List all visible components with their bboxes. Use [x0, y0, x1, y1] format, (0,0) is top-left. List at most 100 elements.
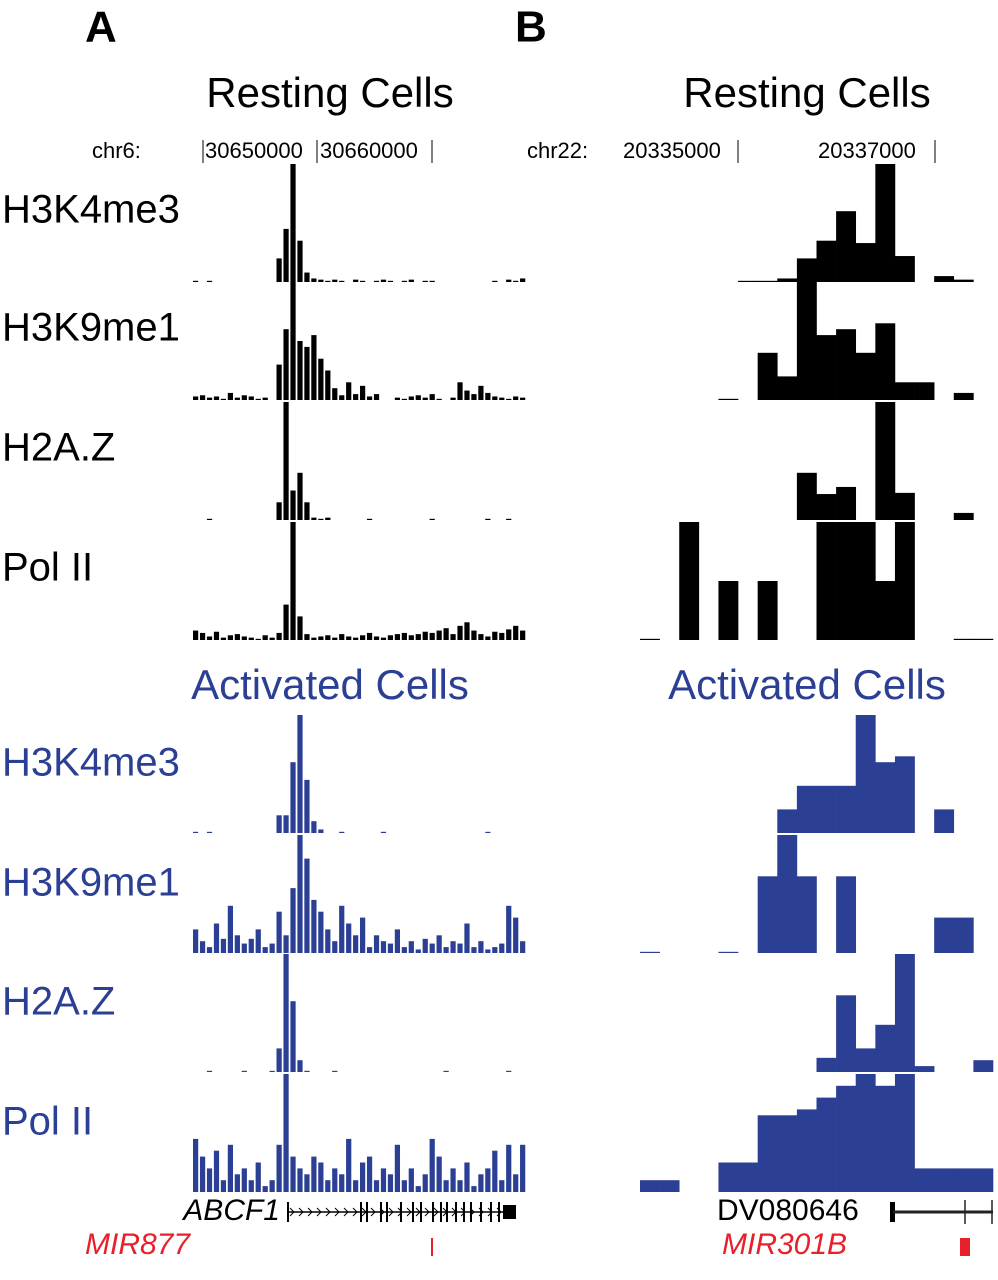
signal-bar	[415, 949, 421, 953]
signal-bar	[227, 1144, 234, 1192]
signal-bar	[471, 394, 477, 400]
signal-bar	[855, 1048, 876, 1072]
gene-arrow	[307, 1207, 313, 1217]
signal-bar	[757, 1115, 778, 1192]
signal-bar	[234, 634, 240, 640]
signal-bar	[836, 522, 857, 640]
panel-letter: A	[85, 3, 117, 52]
signal-bar	[339, 1174, 345, 1192]
signal-bar	[499, 1180, 505, 1192]
signal-bar	[953, 1168, 974, 1192]
signal-bar	[304, 346, 310, 400]
section-title: Resting Cells	[206, 69, 453, 116]
signal-bar	[373, 935, 380, 953]
signal-bar	[640, 951, 660, 953]
signal-bar	[255, 929, 261, 953]
signal-bar	[499, 943, 505, 953]
signal-bar	[777, 278, 798, 282]
signal-bar	[332, 941, 338, 953]
signal-bar	[436, 935, 442, 953]
gene-arrow	[325, 1207, 331, 1217]
signal-bar	[816, 1097, 837, 1192]
signal-bar	[366, 632, 373, 640]
signal-bar	[855, 522, 876, 640]
signal-bar	[387, 280, 394, 282]
signal-bar	[478, 1174, 484, 1192]
signal-bar	[450, 941, 456, 953]
signal-bar	[353, 935, 359, 953]
gene-arrow	[334, 1207, 340, 1217]
signal-bar	[415, 634, 421, 640]
signal-bar	[373, 280, 380, 282]
signal-bar	[199, 395, 206, 400]
signal-bar	[304, 634, 310, 640]
signal-bar	[953, 279, 974, 282]
exon	[360, 1202, 362, 1222]
signal-bar	[193, 929, 199, 953]
signal-bar	[796, 876, 817, 953]
signal-bar	[311, 335, 317, 400]
signal-bar	[213, 631, 220, 640]
signal-bar	[777, 835, 798, 953]
signal-bar	[659, 1180, 680, 1192]
signal-bar	[757, 352, 778, 400]
exon	[490, 1202, 492, 1222]
signal-bar	[283, 228, 289, 282]
signal-bar	[206, 947, 213, 953]
signal-bar	[429, 280, 435, 282]
signal-bar	[373, 394, 380, 400]
signal-bar	[718, 398, 739, 400]
signal-bar	[276, 502, 282, 520]
gene-arrow	[343, 1207, 349, 1217]
signal-bar	[311, 821, 317, 833]
exon	[890, 1202, 895, 1222]
signal-bar	[380, 279, 387, 282]
signal-bar	[241, 636, 247, 640]
signal-bar	[213, 923, 220, 953]
signal-bar	[914, 1066, 935, 1072]
signal-bar	[796, 282, 817, 400]
signal-bar	[227, 905, 234, 953]
signal-bar	[283, 604, 289, 640]
signal-bar	[394, 1144, 401, 1192]
exon	[446, 1202, 448, 1222]
signal-bar	[297, 240, 303, 282]
signal-bar	[269, 1180, 275, 1192]
signal-bar	[290, 164, 296, 282]
signal-bar	[513, 625, 519, 640]
signal-bar	[757, 581, 778, 640]
signal-bar	[199, 632, 206, 640]
signal-bar	[346, 923, 352, 953]
section-title: Resting Cells	[683, 69, 930, 116]
signal-bar	[373, 1180, 380, 1192]
signal-bar	[394, 929, 401, 953]
signal-bar	[875, 402, 896, 520]
exon	[400, 1202, 402, 1222]
signal-bar	[360, 917, 366, 953]
signal-bar	[953, 512, 974, 520]
track-label: H2A.Z	[2, 426, 115, 470]
gene-label: ABCF1	[181, 1194, 280, 1227]
signal-bar	[520, 941, 526, 953]
exon	[470, 1202, 472, 1222]
signal-bar	[199, 941, 206, 953]
signal-bar	[875, 323, 896, 400]
signal-bar	[297, 1060, 303, 1072]
signal-bar	[199, 1156, 206, 1192]
signal-bar	[332, 637, 338, 640]
signal-bar	[401, 632, 407, 640]
signal-bar	[485, 1168, 491, 1192]
signal-bar	[255, 1162, 261, 1192]
signal-bar	[506, 1144, 512, 1192]
signal-bar	[415, 395, 421, 400]
signal-bar	[934, 917, 955, 953]
signal-bar	[213, 1150, 220, 1192]
signal-bar	[408, 396, 414, 400]
track-label: H3K9me1	[2, 861, 180, 905]
signal-bar	[353, 279, 359, 282]
signal-bar	[429, 394, 435, 400]
signal-bar	[276, 364, 282, 400]
signal-bar	[429, 943, 435, 953]
signal-bar	[855, 1074, 876, 1192]
